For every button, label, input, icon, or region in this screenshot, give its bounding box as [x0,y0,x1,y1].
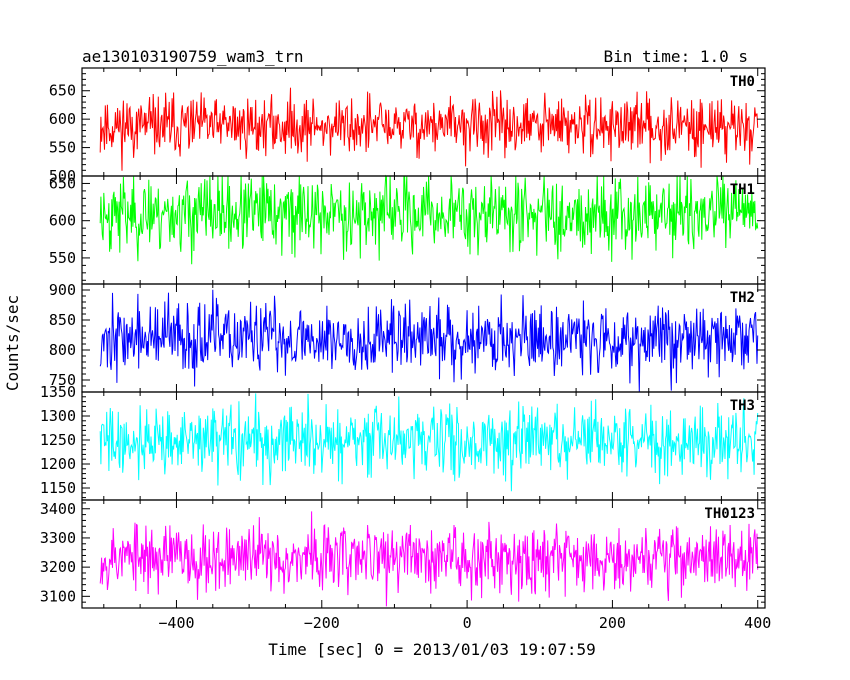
panel-th1: 550 600 650 TH1 [49,174,766,285]
bin-time-label: Bin time: 1.0 s [604,47,749,66]
legend-label-th3: TH3 [730,398,755,414]
x-tick-label: −200 [304,614,340,632]
series-line-th1 [99,174,759,265]
y-tick-label: 3400 [40,500,76,518]
y-tick-label: 850 [49,311,76,329]
panel-frame [81,499,766,609]
panel-th0: 500 550 600 650 TH0 [49,67,766,185]
x-tick-label: 200 [599,614,626,632]
y-tick-label: 3100 [40,587,76,605]
y-tick-label: 1250 [40,431,76,449]
chart-title: ae130103190759_wam3_trn [82,47,304,66]
x-tick-label: 0 [463,614,472,632]
series-line-th0 [99,87,759,171]
x-tick-labels: −400 −200 0 200 400 [158,614,771,632]
y-tick-label: 3200 [40,558,76,576]
y-tick-label: 800 [49,341,76,359]
y-tick-label: 600 [49,110,76,128]
panel-frame [81,391,766,501]
y-tick-label: 1150 [40,479,76,497]
legend-label-th2: TH2 [730,290,755,306]
legend-label-th0: TH0 [730,74,755,90]
panel-th3: 1150 1200 1250 1300 1350 TH3 [40,383,766,501]
y-tick-label: 650 [49,174,76,192]
y-tick-label: 1350 [40,383,76,401]
x-tick-label: 400 [744,614,771,632]
panels: 500 550 600 650 TH0 550 600 650 TH1 750 800 850 900 T… [40,67,766,609]
y-tick-label: 550 [49,249,76,267]
series-line-th2 [99,289,759,392]
y-tick-label: 1200 [40,455,76,473]
series-line-th0123 [99,511,759,607]
y-axis-label: Counts/sec [3,295,22,391]
y-tick-label: 3300 [40,529,76,547]
y-tick-label: 750 [49,371,76,389]
panel-th2: 750 800 850 900 TH2 [49,281,766,393]
y-tick-label: 900 [49,281,76,299]
y-tick-label: 500 [49,167,76,185]
y-tick-label: 550 [49,139,76,157]
y-tick-label: 650 [49,82,76,100]
legend-label-th0123: TH0123 [704,506,755,522]
y-tick-label: 600 [49,212,76,230]
y-tick-label: 1300 [40,407,76,425]
series-line-th3 [99,393,759,492]
legend-label-th1: TH1 [730,182,755,198]
panel-th0123: 3100 3200 3300 3400 TH0123 [40,499,766,609]
x-axis-label: Time [sec] 0 = 2013/01/03 19:07:59 [268,640,596,659]
x-tick-label: −400 [158,614,194,632]
